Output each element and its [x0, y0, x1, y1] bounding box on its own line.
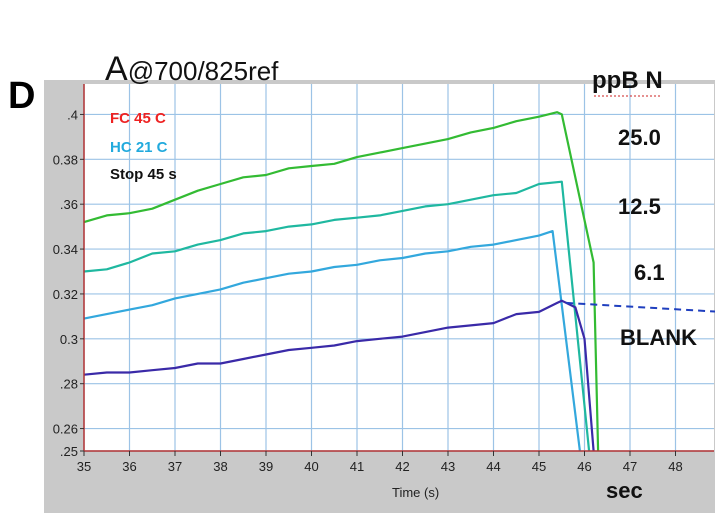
- x-tick-label: 37: [168, 459, 182, 474]
- x-tick-label: 36: [122, 459, 136, 474]
- figure-title-rest: @700/825ref: [128, 56, 279, 86]
- x-tick-label: 42: [395, 459, 409, 474]
- y-tick-label: .25: [60, 444, 78, 459]
- legend-item-1: HC 21 C: [110, 139, 168, 156]
- x-tick-labels: 35363738394041424344454647484: [77, 451, 683, 474]
- x-tick-label: 47: [623, 459, 637, 474]
- concentration-label-25: 25.0: [618, 125, 661, 150]
- x-tick-label: 44: [486, 459, 500, 474]
- legend-item-2: Stop 45 s: [110, 166, 177, 183]
- y-tick-label: 0.34: [53, 242, 78, 257]
- x-tick-label: 38: [213, 459, 227, 474]
- concentration-label-6-1: 6.1: [634, 260, 665, 285]
- series-line-1: [83, 180, 591, 452]
- x-tick-label: 40: [304, 459, 318, 474]
- figure-title-main: A: [105, 50, 128, 88]
- legend-item-0: FC 45 C: [110, 110, 166, 127]
- grid: [83, 84, 714, 452]
- axes: [83, 84, 714, 452]
- x-axis-label: Time (s): [392, 485, 439, 500]
- panel-label: D: [8, 75, 35, 117]
- concentration-header: ppB N: [592, 67, 663, 94]
- x-tick-label: 46: [577, 459, 591, 474]
- x-tick-label: 39: [259, 459, 273, 474]
- y-tick-labels: .4 0.38 .36 0.34 0.32 0.3 .28 0.26 .25: [53, 107, 84, 459]
- x-tick-label: 43: [441, 459, 455, 474]
- x-unit-note: sec: [606, 478, 643, 503]
- x-tick-label: 41: [350, 459, 364, 474]
- y-tick-label: 0.38: [53, 152, 78, 167]
- blank-baseline-extension: [566, 301, 715, 313]
- series-group: [83, 111, 715, 452]
- x-tick-label: 35: [77, 459, 91, 474]
- figure-title: A@700/825ref: [105, 50, 279, 88]
- y-tick-label: 0.3: [60, 332, 78, 347]
- x-tick-label: 48: [668, 459, 682, 474]
- series-line-2: [83, 230, 581, 452]
- y-tick-label: .4: [67, 107, 78, 122]
- y-tick-label: .36: [60, 197, 78, 212]
- y-tick-label: 0.32: [53, 287, 78, 302]
- plot-area: [84, 84, 714, 451]
- y-tick-label: 0.26: [53, 422, 78, 437]
- y-tick-label: .28: [60, 377, 78, 392]
- concentration-label-12-5: 12.5: [618, 194, 661, 219]
- series-line-3: [83, 299, 595, 452]
- series-line-0: [83, 111, 600, 452]
- x-tick-label: 45: [532, 459, 546, 474]
- concentration-label-blank: BLANK: [620, 325, 697, 350]
